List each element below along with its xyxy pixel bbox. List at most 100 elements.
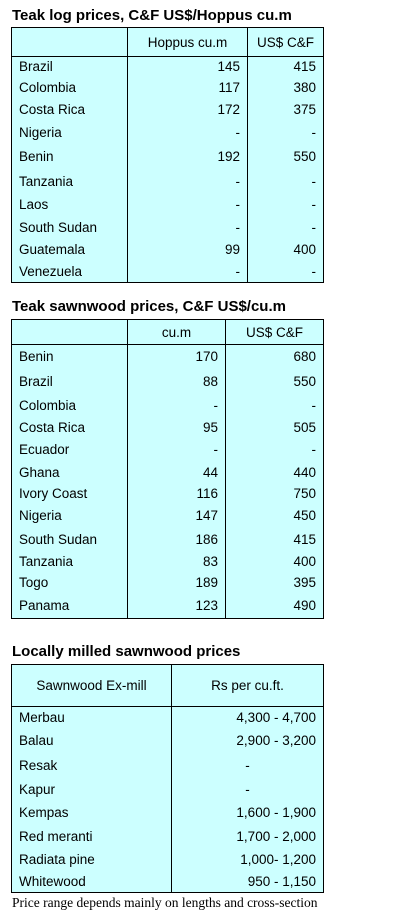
header-cell xyxy=(11,27,128,57)
price-range-cell: 4,300 - 4,700 xyxy=(171,706,324,729)
country-cell: Venezuela xyxy=(11,260,128,283)
country-cell: Colombia xyxy=(11,76,128,99)
price-range-cell: - xyxy=(171,778,324,801)
volume-cell: - xyxy=(127,169,248,193)
price-cell: - xyxy=(247,260,324,283)
country-cell: Brazil xyxy=(11,56,128,77)
country-cell: Laos xyxy=(11,192,128,217)
volume-cell: 189 xyxy=(127,571,226,593)
header-cell-price: Rs per cu.ft. xyxy=(171,664,324,707)
country-cell: Nigeria xyxy=(11,503,128,527)
price-cell: - xyxy=(225,393,324,417)
price-cell: 505 xyxy=(225,416,324,439)
table-row: Benin 170 680 xyxy=(11,344,324,369)
volume-cell: 88 xyxy=(127,368,226,394)
price-cell: 375 xyxy=(247,98,324,121)
price-range-cell: 2,900 - 3,200 xyxy=(171,728,324,753)
table-row: Laos - - xyxy=(11,192,324,217)
country-cell: Benin xyxy=(11,143,128,170)
country-cell: Ghana xyxy=(11,460,128,484)
country-cell: Colombia xyxy=(11,393,128,417)
table-row: Resak - xyxy=(11,752,324,779)
species-cell: Radiata pine xyxy=(11,847,172,871)
price-cell: - xyxy=(247,169,324,193)
table-row: Nigeria 147 450 xyxy=(11,503,324,527)
volume-cell: - xyxy=(127,393,226,417)
log-prices-title: Teak log prices, C&F US$/Hoppus cu.m xyxy=(12,7,292,24)
table-row: Balau 2,900 - 3,200 xyxy=(11,728,324,753)
table-row: Venezuela - - xyxy=(11,260,324,283)
volume-cell: 123 xyxy=(127,592,226,619)
volume-cell: - xyxy=(127,438,226,461)
table-row: Panama 123 490 xyxy=(11,592,324,619)
volume-cell: 83 xyxy=(127,551,226,572)
local-prices-table: Sawnwood Ex-mill Rs per cu.ft. Merbau 4,3… xyxy=(11,664,324,893)
country-cell: Brazil xyxy=(11,368,128,394)
volume-cell: 172 xyxy=(127,98,248,121)
volume-cell: - xyxy=(127,120,248,144)
table-row: Colombia - - xyxy=(11,393,324,417)
volume-cell: 44 xyxy=(127,460,226,484)
price-cell: - xyxy=(225,438,324,461)
table-row: Merbau 4,300 - 4,700 xyxy=(11,706,324,729)
table-row: Costa Rica 172 375 xyxy=(11,98,324,121)
table-row: Whitewood 950 - 1,150 xyxy=(11,870,324,893)
price-range-cell: 1,700 - 2,000 xyxy=(171,824,324,848)
table-row: Colombia 117 380 xyxy=(11,76,324,99)
header-cell xyxy=(11,319,128,345)
country-cell: Guatemala xyxy=(11,238,128,261)
price-cell: 415 xyxy=(247,56,324,77)
volume-cell: 99 xyxy=(127,238,248,261)
price-cell: 440 xyxy=(225,460,324,484)
table-row: Radiata pine 1,000- 1,200 xyxy=(11,847,324,871)
volume-cell: 147 xyxy=(127,503,226,527)
header-cell-species: Sawnwood Ex-mill xyxy=(11,664,172,707)
price-cell: 550 xyxy=(247,143,324,170)
table-row: Brazil 88 550 xyxy=(11,368,324,394)
species-cell: Merbau xyxy=(11,706,172,729)
log-prices-table: Hoppus cu.m US$ C&F Brazil 145 415 Colombi… xyxy=(11,27,324,283)
table-row: Nigeria - - xyxy=(11,120,324,144)
table-row: Guatemala 99 400 xyxy=(11,238,324,261)
volume-cell: - xyxy=(127,216,248,239)
table-row: Togo 189 395 xyxy=(11,571,324,593)
table-row: Ivory Coast 116 750 xyxy=(11,483,324,504)
country-cell: Costa Rica xyxy=(11,416,128,439)
table-row: Ecuador - - xyxy=(11,438,324,461)
country-cell: Togo xyxy=(11,571,128,593)
price-cell: 680 xyxy=(225,344,324,369)
country-cell: Costa Rica xyxy=(11,98,128,121)
price-range-cell: 1,600 - 1,900 xyxy=(171,800,324,825)
price-cell: 450 xyxy=(225,503,324,527)
price-cell: - xyxy=(247,120,324,144)
country-cell: Ecuador xyxy=(11,438,128,461)
price-range-cell: - xyxy=(171,752,324,779)
species-cell: Whitewood xyxy=(11,870,172,893)
table-row: Ghana 44 440 xyxy=(11,460,324,484)
table-row: South Sudan 186 415 xyxy=(11,526,324,552)
volume-cell: - xyxy=(127,260,248,283)
price-range-note: Price range depends mainly on lengths an… xyxy=(12,895,318,910)
header-cell-price: US$ C&F xyxy=(225,319,324,345)
table-row: Kapur - xyxy=(11,778,324,801)
volume-cell: 192 xyxy=(127,143,248,170)
table-row: Kempas 1,600 - 1,900 xyxy=(11,800,324,825)
price-cell: 750 xyxy=(225,483,324,504)
country-cell: Tanzania xyxy=(11,551,128,572)
country-cell: Tanzania xyxy=(11,169,128,193)
price-cell: 550 xyxy=(225,368,324,394)
volume-cell: 170 xyxy=(127,344,226,369)
species-cell: Red meranti xyxy=(11,824,172,848)
price-cell: - xyxy=(247,216,324,239)
species-cell: Kempas xyxy=(11,800,172,825)
table-header-row: Sawnwood Ex-mill Rs per cu.ft. xyxy=(11,664,324,707)
species-cell: Resak xyxy=(11,752,172,779)
country-cell: South Sudan xyxy=(11,526,128,552)
price-cell: 490 xyxy=(225,592,324,619)
price-range-cell: 950 - 1,150 xyxy=(171,870,324,893)
price-cell: - xyxy=(247,192,324,217)
price-cell: 395 xyxy=(225,571,324,593)
country-cell: Panama xyxy=(11,592,128,619)
table-row: Benin 192 550 xyxy=(11,143,324,170)
price-cell: 400 xyxy=(247,238,324,261)
